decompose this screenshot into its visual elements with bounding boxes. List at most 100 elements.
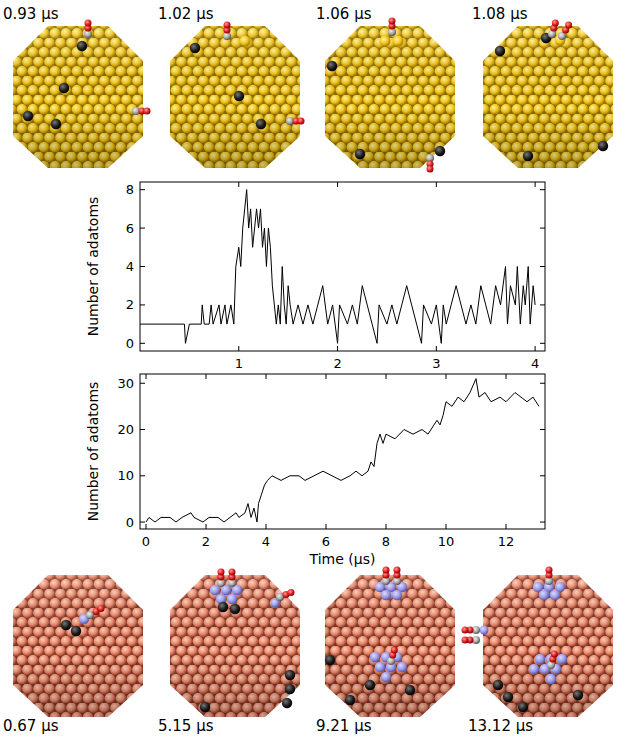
x-tick [535, 182, 536, 187]
snapshot-label: 0.93 μs [3, 5, 59, 23]
x-tick [386, 524, 387, 529]
atom-highlight [557, 654, 567, 664]
atom-highlight [462, 627, 469, 634]
x-tick [238, 182, 239, 187]
atom-highlight [77, 41, 87, 51]
x-tick [206, 524, 207, 529]
particle-body [170, 575, 300, 717]
particle-shade [170, 26, 300, 168]
y-tick-label: 0 [126, 336, 134, 351]
y-tick-label: 0 [126, 515, 134, 530]
atom-highlight [480, 626, 489, 635]
atom-highlight [535, 654, 545, 664]
atom-highlight [503, 692, 513, 702]
data-line [146, 379, 539, 522]
atom-highlight [565, 22, 572, 29]
atom-highlight [98, 605, 105, 612]
x-tick [386, 374, 387, 379]
y-tick [540, 343, 545, 344]
atom-highlight [381, 590, 391, 600]
snapshot-label: 9.21 μs [316, 717, 372, 735]
x-tick [506, 374, 507, 379]
atom-highlight [539, 590, 549, 600]
y-tick [140, 343, 145, 344]
atom-highlight [389, 18, 396, 25]
atom-highlight [365, 680, 375, 690]
atom-highlight [144, 108, 151, 115]
x-tick [326, 524, 327, 529]
x-tick-label: 10 [438, 534, 455, 549]
x-tick [446, 524, 447, 529]
atom-highlight [552, 20, 559, 27]
y-tick-label: 8 [126, 182, 134, 197]
particle-body [325, 575, 455, 717]
nanoparticle [13, 20, 151, 169]
particle-body [13, 26, 143, 168]
data-line [140, 190, 535, 344]
plot-area [140, 190, 535, 344]
snapshot-label: 1.02 μs [158, 5, 214, 23]
y-tick [140, 475, 145, 476]
x-tick [238, 346, 239, 351]
particle-body [170, 26, 300, 168]
nanoparticle [170, 22, 305, 169]
atom-highlight [71, 626, 81, 636]
chart: 0246810120102030Number of adatomsTime (μ… [85, 374, 545, 567]
x-tick-label: 2 [202, 534, 210, 549]
y-tick [540, 228, 545, 229]
atom-highlight [551, 651, 558, 658]
snapshot-label: 0.67 μs [3, 717, 59, 735]
atom-highlight [210, 585, 220, 595]
nanoparticle [325, 567, 455, 718]
particle-body [325, 26, 455, 168]
x-axis-title: Time (μs) [309, 551, 376, 567]
x-tick-label: 3 [432, 356, 440, 371]
x-tick-label: 1 [235, 356, 243, 371]
y-tick [540, 304, 545, 305]
atom-highlight [427, 166, 434, 173]
x-tick [436, 346, 437, 351]
x-tick-label: 0 [142, 534, 150, 549]
particle-body [13, 575, 143, 717]
x-tick-label: 12 [498, 534, 515, 549]
atom-highlight [495, 46, 505, 56]
x-tick [146, 524, 147, 529]
atom-highlight [383, 567, 390, 574]
atom-highlight [393, 36, 404, 47]
atom-highlight [345, 695, 355, 705]
atom-highlight [59, 83, 69, 93]
atom-highlight [61, 620, 71, 630]
nanoparticle [13, 575, 143, 717]
atom-highlight [375, 662, 385, 672]
atom-highlight [51, 119, 61, 129]
figure: 0.93 μs1.02 μs1.06 μs1.08 μs0.67 μs5.15 … [0, 0, 626, 738]
y-axis-title: Number of adatoms [85, 382, 101, 522]
y-tick [540, 189, 545, 190]
x-tick-label: 6 [322, 534, 330, 549]
particle-shade [13, 575, 143, 717]
atom-highlight [392, 590, 402, 600]
snapshot-label: 1.08 μs [472, 5, 528, 23]
x-tick [266, 374, 267, 379]
nanoparticle [462, 567, 614, 718]
atom-highlight [288, 589, 295, 596]
x-tick [436, 182, 437, 187]
y-tick [140, 429, 145, 430]
x-tick [337, 182, 338, 187]
atom-highlight [85, 20, 92, 27]
atom-highlight [546, 674, 556, 684]
atom-highlight [282, 698, 292, 708]
atom-highlight [23, 111, 33, 121]
plot-frame [140, 374, 545, 529]
atom-highlight [493, 680, 503, 690]
nanoparticle [325, 18, 455, 173]
y-tick [140, 189, 145, 190]
atom-highlight [394, 567, 401, 574]
atom-highlight [224, 22, 231, 29]
particle-shade [325, 575, 455, 717]
atom-highlight [462, 637, 469, 644]
y-tick [540, 522, 545, 523]
atom-highlight [218, 569, 225, 576]
atom-highlight [325, 655, 335, 665]
atom-highlight [391, 647, 398, 654]
